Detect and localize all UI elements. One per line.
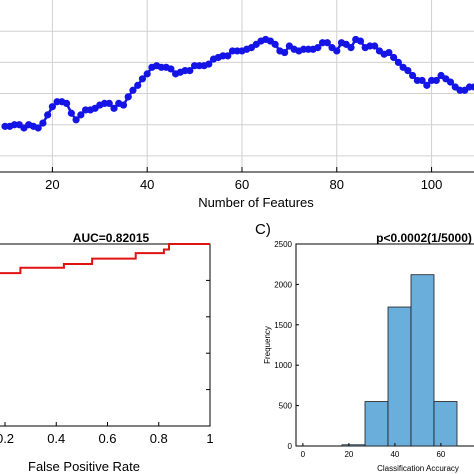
panel-a-data-point [271,40,279,48]
panel-a-data-point [105,99,113,107]
panel-a-data-point [333,47,341,55]
panel-a-data-point [72,116,80,124]
panel-b-x-axis-label: False Positive Rate [28,459,140,474]
panel-b-x-tick-label: 0.6 [98,431,116,446]
panel-b-x-tick-label: 0.4 [47,431,65,446]
panel-b: AUC=0.82015 0.2 0.4 0.6 0.8 1 False Positive… [0,231,214,474]
panel-a-data-point [470,83,474,91]
panel-a-data-point [138,75,147,83]
panel-c-title: p<0.0002(1/5000) [376,231,472,245]
panel-c-x-axis-label: Classification Accuracy [377,464,459,473]
panel-a-data-point [390,53,398,62]
panel-a-data-point [63,99,71,107]
panel-c: C) p<0.0002(1/5000) 0 20 40 60 0 500 1000 1500 2… [255,221,474,473]
panel-c-y-tick-label: 500 [279,402,293,411]
panel-a-data-point [314,44,322,52]
panel-a-data-point [124,93,132,101]
panel-a-data-point [432,76,440,85]
panel-c-x-tick-label: 40 [390,450,399,459]
panel-c-y-tick-label: 0 [288,442,293,451]
panel-b-title: AUC=0.82015 [73,231,150,245]
panel-a-x-tick-label: 20 [45,177,59,192]
panel-a-data-point [167,65,175,73]
panel-a-x-ticks: 20 40 60 80 100 [45,167,442,192]
panel-a-data-point [44,111,52,119]
panel-a-data-point [423,81,431,89]
panel-a-data-point [347,44,355,52]
panel-c-histogram-bar [341,444,366,447]
panel-c-histogram-bars [341,274,458,447]
panel-c-histogram-bar [387,306,412,447]
panel-a-data-point [77,111,85,119]
panel-a-data-point [409,71,417,80]
panel-a: 20 40 60 80 100 Number of Features [0,0,474,210]
panel-a-x-tick-label: 80 [330,177,344,192]
panel-c-y-tick-label: 2000 [274,280,292,289]
panel-c-x-tick-label: 60 [436,450,445,459]
panel-c-histogram-bar [433,401,458,447]
panel-a-series-points [1,35,474,132]
panel-c-ticks: 0 20 40 60 0 500 1000 1500 2000 2500 [274,240,446,459]
panel-a-data-point [48,103,56,111]
panel-a-data-point [418,76,426,85]
panel-a-x-tick-label: 100 [421,177,443,192]
panel-a-data-point [39,119,47,127]
panel-a-x-tick-label: 40 [140,177,154,192]
panel-c-y-axis-label: Frequency [263,326,272,364]
panel-c-y-tick-label: 2500 [274,240,292,249]
panel-a-data-point [281,48,289,57]
panel-a-data-point [224,52,232,60]
panel-a-x-tick-label: 60 [235,177,249,192]
panel-b-roc-curve [0,243,210,275]
panel-a-data-point [67,109,75,117]
panel-a-data-point [394,58,402,66]
panel-a-data-point [385,48,393,57]
panel-a-plot-area [0,0,474,172]
panel-c-y-tick-label: 1000 [274,361,292,370]
panel-a-data-point [356,37,365,45]
panel-a-x-axis-label: Number of Features [198,195,314,210]
panel-a-data-point [404,67,412,75]
panel-a-data-point [110,104,118,112]
panel-c-x-tick-label: 20 [344,450,353,459]
panel-a-data-point [205,60,213,68]
panel-a-data-point [134,81,142,89]
panel-b-x-tick-label: 1 [206,431,213,446]
panel-a-data-point [143,70,151,78]
panel-a-data-point [446,78,455,86]
panel-b-x-tick-label: 0.2 [0,431,14,446]
panel-b-ticks: 0.2 0.4 0.6 0.8 1 [0,279,214,446]
panel-a-data-point [371,42,379,50]
panel-c-x-tick-label: 0 [301,450,306,459]
panel-a-data-point [186,67,194,75]
panel-a-data-point [129,86,137,94]
panel-c-histogram-bar [410,274,435,447]
panel-b-axes-box [0,243,211,427]
panel-a-data-point [323,39,331,47]
panel-b-x-tick-label: 0.8 [150,431,168,446]
panel-c-y-tick-label: 1500 [274,321,292,330]
panel-c-letter: C) [255,221,271,238]
panel-c-histogram-bar [364,401,389,447]
panel-a-data-point [119,101,128,109]
panel-a-data-point [34,124,42,132]
